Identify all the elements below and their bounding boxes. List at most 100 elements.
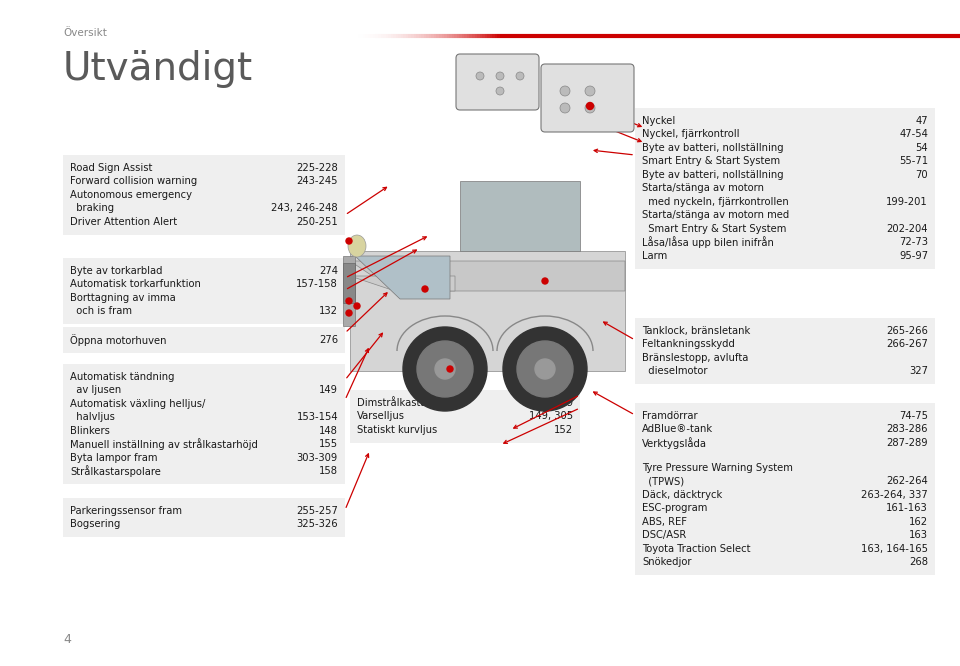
Text: Byte av batteri, nollställning: Byte av batteri, nollställning (642, 143, 783, 153)
Text: Byte av batteri, nollställning: Byte av batteri, nollställning (642, 170, 783, 180)
Text: 225-228: 225-228 (297, 163, 338, 172)
Circle shape (503, 327, 587, 411)
Text: 132: 132 (319, 306, 338, 316)
Bar (635, 318, 935, 384)
Text: Framdörrar: Framdörrar (642, 411, 698, 421)
Text: 55-71: 55-71 (899, 157, 928, 166)
Text: 157-158: 157-158 (297, 279, 338, 289)
Text: 4: 4 (63, 633, 71, 646)
Text: 283-286: 283-286 (886, 424, 928, 434)
Circle shape (496, 87, 504, 95)
Circle shape (346, 298, 352, 304)
Text: Nyckel: Nyckel (642, 116, 675, 126)
Bar (63, 327, 345, 352)
Text: Starta/stänga av motorn: Starta/stänga av motorn (642, 183, 764, 193)
Bar (635, 403, 935, 456)
Text: 327: 327 (909, 366, 928, 376)
Circle shape (447, 366, 453, 372)
Text: 262-264: 262-264 (886, 476, 928, 486)
Text: och is fram: och is fram (70, 306, 132, 316)
Text: Larm: Larm (642, 251, 667, 261)
Text: Starta/stänga av motorn med: Starta/stänga av motorn med (642, 210, 789, 220)
Text: Låsa/låsa upp bilen inifrån: Låsa/låsa upp bilen inifrån (642, 236, 774, 248)
Bar (63, 498, 345, 537)
Text: Bogsering: Bogsering (70, 519, 120, 529)
Bar (350, 390, 580, 442)
Text: 276: 276 (319, 335, 338, 345)
Text: Borttagning av imma: Borttagning av imma (70, 293, 176, 303)
Text: Forward collision warning: Forward collision warning (70, 176, 197, 186)
Text: Parkeringssensor fram: Parkeringssensor fram (70, 505, 182, 515)
Text: Utvändigt: Utvändigt (63, 50, 253, 88)
Text: Manuell inställning av strålkastarhöjd: Manuell inställning av strålkastarhöjd (70, 438, 258, 450)
Text: 265-266: 265-266 (886, 326, 928, 336)
Circle shape (435, 359, 455, 379)
Text: Öppna motorhuven: Öppna motorhuven (70, 334, 166, 346)
Text: 95-97: 95-97 (899, 251, 928, 261)
Text: 263-264, 337: 263-264, 337 (861, 490, 928, 500)
Circle shape (354, 303, 360, 309)
Text: 250-251: 250-251 (297, 216, 338, 226)
Text: Smart Entry & Start System: Smart Entry & Start System (642, 157, 780, 166)
Text: (TPWS): (TPWS) (642, 476, 684, 486)
Bar (343, 263, 355, 303)
Text: ABS, REF: ABS, REF (642, 517, 687, 527)
Text: 243-245: 243-245 (297, 176, 338, 186)
Circle shape (587, 103, 593, 109)
Text: Verktygslåda: Verktygslåda (642, 437, 707, 449)
Text: Strålkastarspolare: Strålkastarspolare (70, 466, 161, 478)
Text: 158: 158 (319, 466, 338, 476)
Circle shape (403, 327, 487, 411)
Text: Automatisk torkarfunktion: Automatisk torkarfunktion (70, 279, 201, 289)
Circle shape (517, 341, 573, 397)
Text: Driver Attention Alert: Driver Attention Alert (70, 216, 178, 226)
Circle shape (476, 72, 484, 80)
Text: 147, 309: 147, 309 (529, 398, 573, 408)
Text: 74-75: 74-75 (899, 411, 928, 421)
Circle shape (535, 359, 555, 379)
Text: Feltankningsskydd: Feltankningsskydd (642, 339, 734, 349)
Text: 152: 152 (554, 425, 573, 435)
FancyBboxPatch shape (456, 54, 539, 110)
Text: Bränslestopp, avlufta: Bränslestopp, avlufta (642, 353, 749, 363)
Text: Tanklock, bränsletank: Tanklock, bränsletank (642, 326, 751, 336)
Circle shape (585, 86, 595, 96)
Text: 149: 149 (319, 385, 338, 395)
Text: 47: 47 (916, 116, 928, 126)
Bar (343, 256, 355, 326)
Text: braking: braking (70, 203, 114, 213)
Text: 70: 70 (916, 170, 928, 180)
Text: Snökedjor: Snökedjor (642, 557, 691, 567)
Polygon shape (350, 276, 455, 291)
Text: Statiskt kurvljus: Statiskt kurvljus (357, 425, 437, 435)
Circle shape (496, 72, 504, 80)
Text: 148: 148 (319, 426, 338, 436)
Polygon shape (355, 256, 450, 299)
Circle shape (346, 310, 352, 316)
Bar (63, 258, 345, 324)
Text: 149, 305: 149, 305 (529, 411, 573, 422)
Text: Blinkers: Blinkers (70, 426, 109, 436)
Bar (63, 155, 345, 234)
Bar (350, 251, 625, 371)
Text: DSC/ASR: DSC/ASR (642, 530, 686, 540)
Text: Byte av torkarblad: Byte av torkarblad (70, 266, 162, 276)
Circle shape (417, 341, 473, 397)
Bar (460, 181, 580, 251)
Text: ESC-program: ESC-program (642, 503, 708, 513)
Circle shape (585, 103, 595, 113)
Text: Automatisk tändning: Automatisk tändning (70, 372, 175, 382)
Circle shape (422, 286, 428, 292)
Text: 268: 268 (909, 557, 928, 567)
Text: dieselmotor: dieselmotor (642, 366, 708, 376)
Text: 243, 246-248: 243, 246-248 (272, 203, 338, 213)
Circle shape (346, 238, 352, 244)
Text: Varselljus: Varselljus (357, 411, 405, 422)
Text: 163: 163 (909, 530, 928, 540)
Circle shape (516, 72, 524, 80)
Text: Nyckel, fjärrkontroll: Nyckel, fjärrkontroll (642, 129, 739, 139)
Bar (63, 364, 345, 484)
Text: 325-326: 325-326 (297, 519, 338, 529)
Text: 266-267: 266-267 (886, 339, 928, 349)
Polygon shape (350, 261, 625, 291)
